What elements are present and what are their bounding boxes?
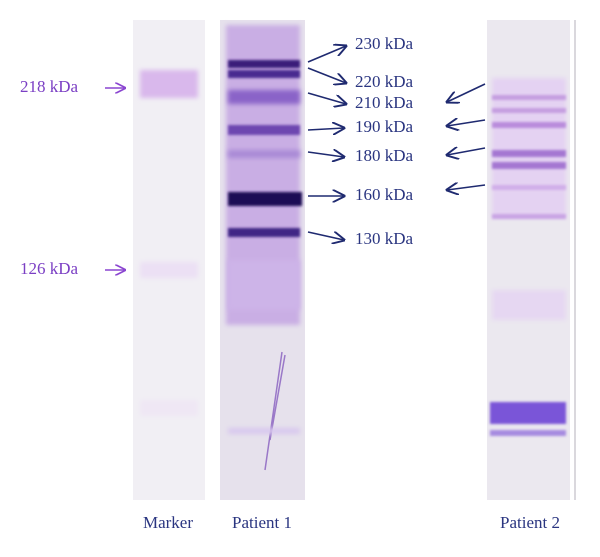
patient1-lane [220,20,305,500]
marker-label: 126 kDa [20,259,79,278]
band-label: 160 kDa [355,185,414,204]
lane-label: Patient 1 [232,513,292,532]
band-label: 220 kDa [355,72,414,91]
band-label: 180 kDa [355,146,414,165]
scratch [264,351,286,471]
band-label: 130 kDa [355,229,414,248]
lane-label: Patient 2 [500,513,560,532]
band-label: 210 kDa [355,93,414,112]
lane-label: Marker [143,513,193,532]
patient1-arrows [307,46,346,240]
patient2-lane [487,20,576,500]
band-label: 190 kDa [355,117,414,136]
patient2-arrows [447,83,486,190]
band-label: 230 kDa [355,34,414,53]
marker-lane [133,20,205,500]
marker-label: 218 kDa [20,77,79,96]
